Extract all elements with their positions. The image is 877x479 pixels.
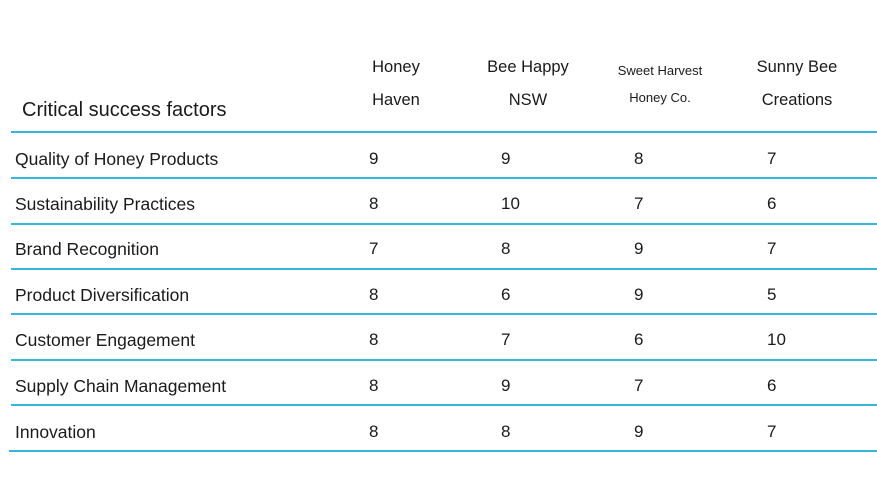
column-header-line: Sweet Harvest — [617, 63, 703, 78]
table-cell: 9 — [369, 149, 379, 168]
table-cell: 8 — [369, 422, 379, 441]
row-label: Supply Chain Management — [15, 376, 227, 396]
table-cell: 6 — [501, 285, 511, 304]
column-header-line: Bee Happy — [487, 58, 569, 76]
table-cell: 8 — [369, 376, 379, 395]
table-title: Critical success factors — [22, 99, 227, 121]
table-cell: 8 — [501, 422, 511, 441]
table-cell: 6 — [767, 376, 777, 395]
row-divider — [11, 404, 877, 406]
row-divider — [11, 177, 877, 179]
column-header-line: NSW — [508, 91, 548, 109]
table-cell: 9 — [501, 376, 511, 395]
table-cell: 8 — [369, 330, 379, 349]
row-label: Customer Engagement — [15, 330, 195, 350]
table-cell: 7 — [634, 376, 644, 395]
column-header-bee-happy-nsw: Bee Happy NSW — [478, 51, 578, 117]
row-label: Quality of Honey Products — [15, 149, 219, 169]
row-label: Brand Recognition — [15, 239, 159, 259]
table-cell: 7 — [634, 194, 644, 213]
table-cell: 7 — [767, 239, 777, 258]
table-cell: 9 — [634, 239, 644, 258]
column-header-line: Haven — [372, 91, 420, 109]
column-header-line: Sunny Bee — [756, 58, 838, 76]
table-cell: 7 — [767, 422, 777, 441]
table-cell: 5 — [767, 285, 777, 304]
table-cell: 9 — [501, 149, 511, 168]
row-divider — [11, 223, 877, 225]
table-cell: 6 — [767, 194, 777, 213]
header-divider — [11, 131, 877, 133]
table-bottom-border — [9, 450, 877, 452]
table-cell: 6 — [634, 330, 644, 349]
table-cell: 10 — [501, 194, 520, 213]
table-cell: 9 — [634, 422, 644, 441]
row-label: Product Diversification — [15, 285, 190, 305]
table-cell: 7 — [369, 239, 379, 258]
column-header-line: Honey — [372, 58, 420, 76]
table-cell: 9 — [634, 285, 644, 304]
row-divider — [11, 359, 877, 361]
table-cell: 7 — [767, 149, 777, 168]
table-cell: 8 — [369, 285, 379, 304]
table-cell: 8 — [501, 239, 511, 258]
row-label: Sustainability Practices — [15, 194, 195, 214]
table-cell: 7 — [501, 330, 511, 349]
row-label: Innovation — [15, 422, 96, 442]
column-header-honey-haven: Honey Haven — [356, 51, 436, 117]
column-header-line: Creations — [761, 91, 833, 109]
table-cell: 10 — [767, 330, 786, 349]
column-header-line: Honey Co. — [629, 90, 691, 105]
row-divider — [11, 268, 877, 270]
table-cell: 8 — [369, 194, 379, 213]
column-header-sunny-bee: Sunny Bee Creations — [743, 51, 851, 117]
table-cell: 8 — [634, 149, 644, 168]
column-header-sweet-harvest: Sweet Harvest Honey Co. — [603, 57, 717, 111]
row-divider — [11, 313, 877, 315]
